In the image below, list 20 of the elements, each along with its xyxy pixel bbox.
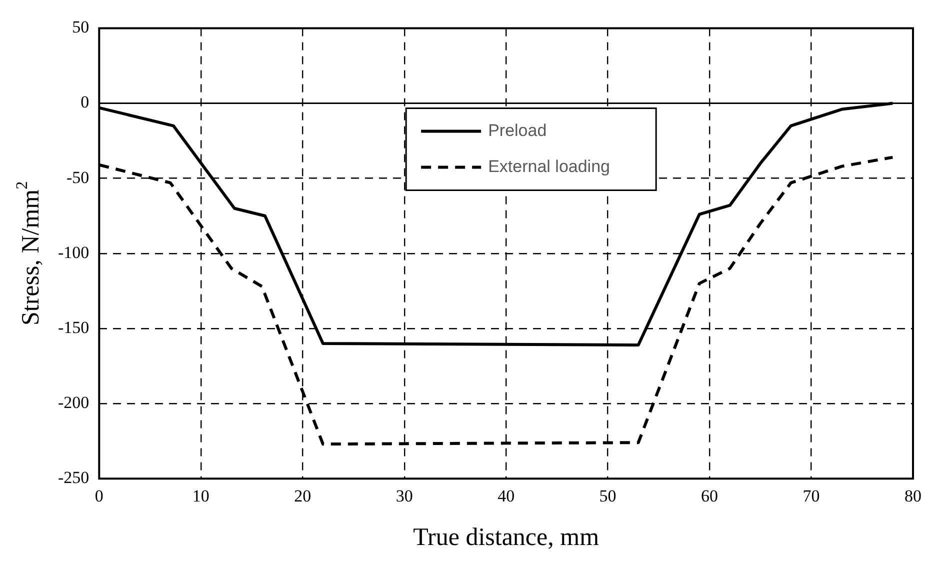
x-tick-label: 30 xyxy=(396,486,413,506)
x-tick-label: 40 xyxy=(498,486,515,506)
y-tick-label: 50 xyxy=(72,18,90,37)
x-tick-label: 80 xyxy=(904,486,922,506)
legend-label: External loading xyxy=(488,156,610,176)
x-tick-label: 70 xyxy=(802,486,820,506)
legend-label: Preload xyxy=(488,120,547,140)
x-tick-label: 0 xyxy=(94,486,104,506)
x-tick-label: 60 xyxy=(701,486,718,506)
y-tick-label: 0 xyxy=(80,92,90,112)
x-tick-label: 20 xyxy=(294,486,312,506)
y-tick-label: -200 xyxy=(58,393,90,412)
y-tick-label: -250 xyxy=(58,468,90,488)
y-tick-label: -150 xyxy=(58,318,90,337)
x-tick-label: 50 xyxy=(599,486,616,506)
y-tick-label: -100 xyxy=(58,242,90,262)
x-axis-title: True distance, mm xyxy=(413,524,600,551)
y-axis-title: Stress, N/mm2 xyxy=(12,181,45,326)
y-tick-label: -50 xyxy=(66,168,90,187)
x-tick-label: 10 xyxy=(192,486,210,506)
